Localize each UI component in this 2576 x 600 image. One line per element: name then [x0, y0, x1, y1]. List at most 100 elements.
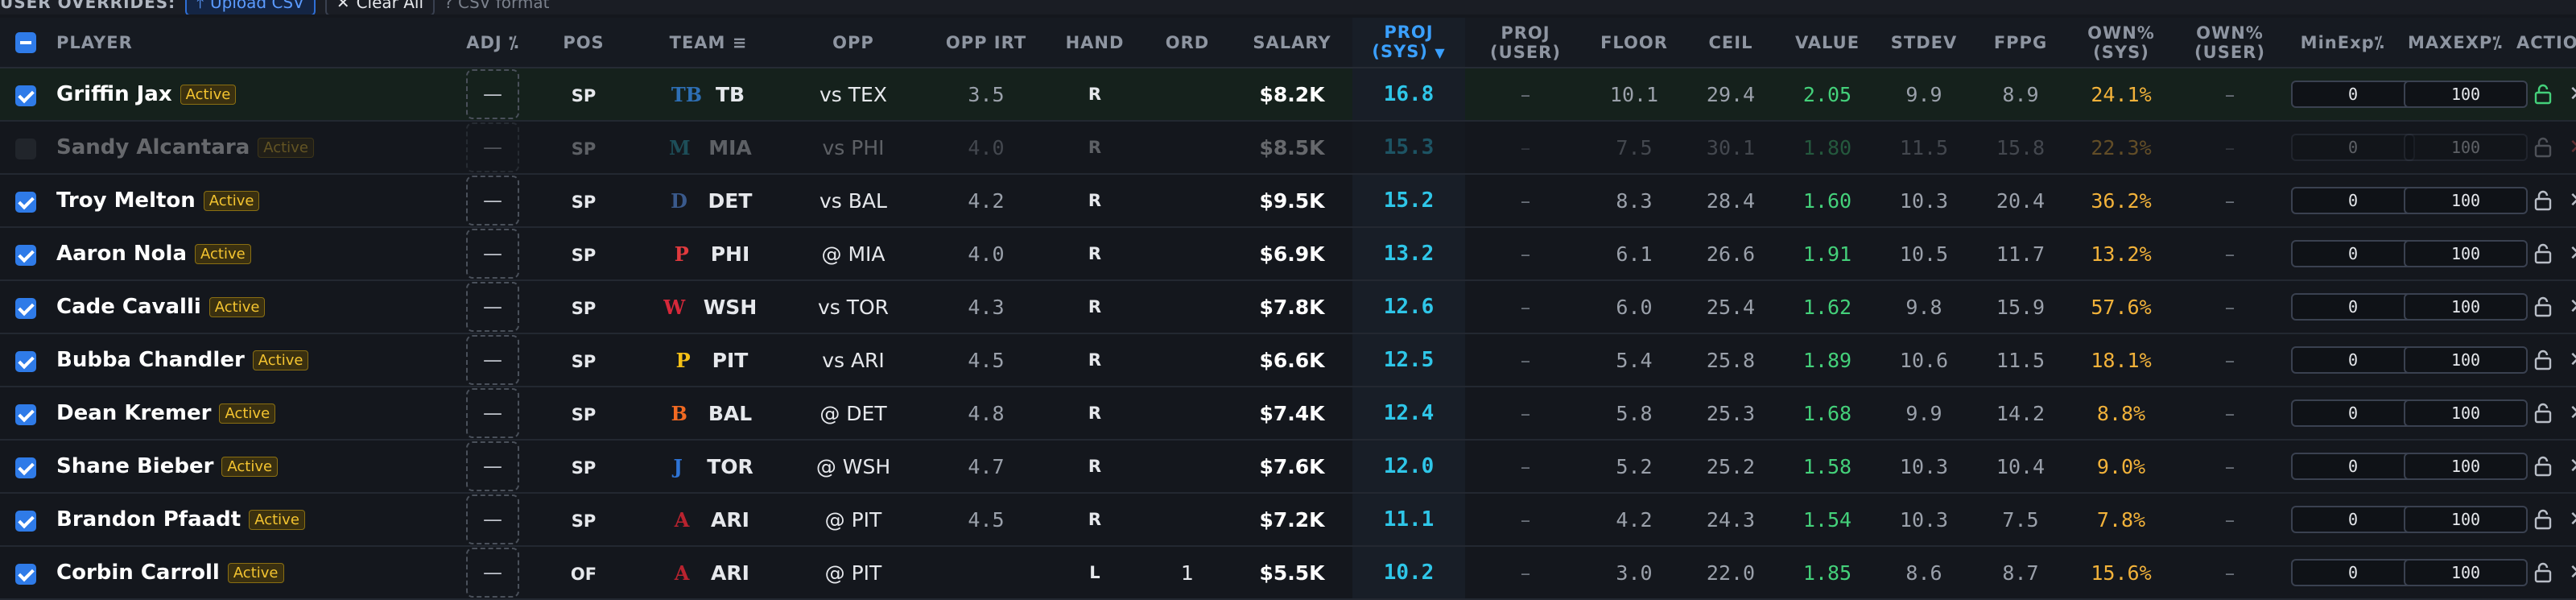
maxexp-input[interactable]: 100	[2404, 134, 2528, 161]
col-header-value[interactable]: VALUE	[1779, 18, 1876, 68]
row-checkbox[interactable]	[15, 85, 36, 106]
row-checkbox[interactable]	[15, 244, 36, 266]
col-header-adj[interactable]: ADJ ⁒	[454, 18, 531, 68]
row-checkbox[interactable]	[15, 403, 36, 425]
lock-icon-active[interactable]	[2533, 84, 2553, 105]
player-name[interactable]: Aaron Nola	[56, 242, 187, 266]
col-header-ord[interactable]: ORD	[1143, 18, 1232, 68]
lock-icon[interactable]	[2533, 137, 2553, 158]
adj-input[interactable]: —	[466, 335, 519, 385]
exclude-icon[interactable]: ✕	[2569, 242, 2576, 266]
proj-user[interactable]: –	[1520, 401, 1531, 425]
exclude-icon[interactable]: ✕	[2569, 348, 2576, 372]
exclude-icon[interactable]: ✕	[2569, 454, 2576, 478]
col-header-minexp[interactable]: MinExp⁒	[2286, 18, 2399, 68]
adj-input[interactable]: —	[466, 69, 519, 119]
exclude-icon[interactable]: ✕	[2569, 82, 2576, 106]
col-header-own-user[interactable]: OWN% (USER)	[2174, 18, 2286, 68]
player-name[interactable]: Brandon Pfaadt	[56, 507, 242, 532]
own-user[interactable]: –	[2224, 82, 2235, 106]
player-name[interactable]: Dean Kremer	[56, 401, 212, 425]
adj-input[interactable]: —	[466, 441, 519, 491]
lock-icon[interactable]	[2533, 190, 2553, 211]
proj-user[interactable]: –	[1520, 242, 1531, 266]
upload-csv-button[interactable]: ⤒ Upload CSV	[185, 0, 316, 14]
col-header-proj-sys[interactable]: PROJ (SYS) ▼	[1352, 18, 1465, 68]
own-user[interactable]: –	[2224, 135, 2235, 159]
lock-icon[interactable]	[2533, 562, 2553, 583]
own-user[interactable]: –	[2224, 454, 2235, 478]
player-name[interactable]: Corbin Carroll	[56, 561, 220, 585]
player-name[interactable]: Cade Cavalli	[56, 295, 201, 319]
adj-input[interactable]: —	[466, 494, 519, 544]
exclude-icon[interactable]: ✕	[2569, 507, 2576, 532]
exclude-icon[interactable]: ✕	[2569, 295, 2576, 319]
col-header-stdev[interactable]: STDEV	[1876, 18, 1972, 68]
minexp-input[interactable]: 0	[2291, 293, 2415, 321]
exclude-icon[interactable]: ✕	[2569, 401, 2576, 425]
own-user[interactable]: –	[2224, 242, 2235, 266]
select-all-checkbox[interactable]	[15, 31, 36, 53]
adj-input[interactable]: —	[466, 122, 519, 172]
col-header-hand[interactable]: HAND	[1046, 18, 1143, 68]
proj-user[interactable]: –	[1520, 348, 1531, 372]
minexp-input[interactable]: 0	[2291, 346, 2415, 374]
adj-input[interactable]: —	[466, 229, 519, 279]
minexp-input[interactable]: 0	[2291, 240, 2415, 267]
row-checkbox[interactable]	[15, 350, 36, 372]
own-user[interactable]: –	[2224, 188, 2235, 213]
maxexp-input[interactable]: 100	[2404, 559, 2528, 586]
row-checkbox[interactable]	[15, 191, 36, 213]
maxexp-input[interactable]: 100	[2404, 453, 2528, 480]
adj-input[interactable]: —	[466, 176, 519, 226]
row-checkbox[interactable]	[15, 510, 36, 532]
row-checkbox[interactable]	[15, 138, 36, 159]
col-header-player[interactable]: PLAYER	[52, 18, 454, 68]
lock-icon[interactable]	[2533, 296, 2553, 317]
own-user[interactable]: –	[2224, 295, 2235, 319]
minexp-input[interactable]: 0	[2291, 134, 2415, 161]
col-header-pos[interactable]: POS	[531, 18, 636, 68]
player-name[interactable]: Shane Bieber	[56, 454, 214, 478]
player-name[interactable]: Griffin Jax	[56, 82, 172, 106]
lock-icon[interactable]	[2533, 456, 2553, 477]
minexp-input[interactable]: 0	[2291, 399, 2415, 427]
maxexp-input[interactable]: 100	[2404, 346, 2528, 374]
proj-user[interactable]: –	[1520, 454, 1531, 478]
player-name[interactable]: Bubba Chandler	[56, 348, 245, 372]
own-user[interactable]: –	[2224, 507, 2235, 532]
player-name[interactable]: Sandy Alcantara	[56, 135, 250, 159]
maxexp-input[interactable]: 100	[2404, 81, 2528, 108]
own-user[interactable]: –	[2224, 561, 2235, 585]
exclude-icon[interactable]: ✕	[2569, 188, 2576, 213]
clear-all-button[interactable]: ✕ Clear All	[324, 0, 436, 14]
col-header-ceil[interactable]: CEIL	[1682, 18, 1779, 68]
lock-icon[interactable]	[2533, 350, 2553, 370]
proj-user[interactable]: –	[1520, 188, 1531, 213]
minexp-input[interactable]: 0	[2291, 506, 2415, 533]
maxexp-input[interactable]: 100	[2404, 399, 2528, 427]
proj-user[interactable]: –	[1520, 135, 1531, 159]
csv-format-hint[interactable]: ? CSV format	[444, 0, 550, 12]
col-header-opp-irt[interactable]: OPP IRT	[926, 18, 1046, 68]
lock-icon[interactable]	[2533, 243, 2553, 264]
proj-user[interactable]: –	[1520, 82, 1531, 106]
col-header-opp[interactable]: OPP	[781, 18, 926, 68]
adj-input[interactable]: —	[466, 282, 519, 332]
proj-user[interactable]: –	[1520, 507, 1531, 532]
exclude-icon[interactable]: ✕	[2569, 135, 2576, 159]
adj-input[interactable]: —	[466, 388, 519, 438]
lock-icon[interactable]	[2533, 509, 2553, 530]
col-header-floor[interactable]: FLOOR	[1586, 18, 1682, 68]
row-checkbox[interactable]	[15, 457, 36, 478]
exclude-icon[interactable]: ✕	[2569, 561, 2576, 585]
player-name[interactable]: Troy Melton	[56, 188, 196, 213]
col-header-fppg[interactable]: FPPG	[1972, 18, 2069, 68]
col-header-own-sys[interactable]: OWN% (SYS)	[2069, 18, 2174, 68]
minexp-input[interactable]: 0	[2291, 559, 2415, 586]
maxexp-input[interactable]: 100	[2404, 187, 2528, 214]
maxexp-input[interactable]: 100	[2404, 293, 2528, 321]
col-header-proj-user[interactable]: PROJ (USER)	[1465, 18, 1586, 68]
row-checkbox[interactable]	[15, 563, 36, 585]
row-checkbox[interactable]	[15, 297, 36, 319]
